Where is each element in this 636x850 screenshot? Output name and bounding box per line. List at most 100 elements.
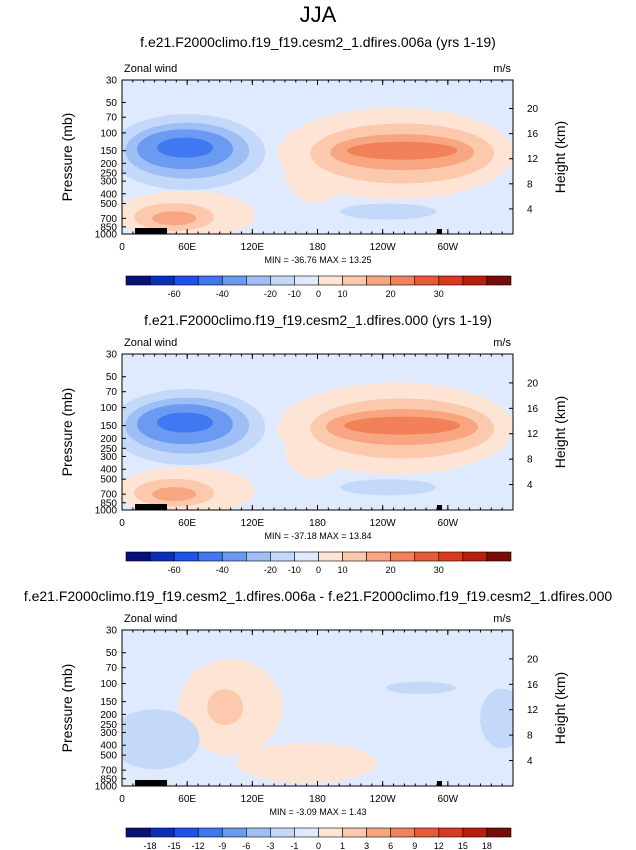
x-tick-label: 120E — [241, 242, 265, 253]
colorbar-label: 3 — [364, 841, 369, 850]
x-tick-label: 120W — [370, 242, 397, 253]
y-tick-label: 150 — [100, 421, 117, 432]
y-tick-label: 400 — [100, 465, 117, 476]
colorbar-label: -40 — [216, 289, 229, 299]
colorbar-box — [318, 275, 343, 286]
colorbar-box — [294, 551, 319, 562]
colorbar-label: 0 — [316, 841, 321, 850]
y-tick-label: 150 — [100, 697, 117, 708]
x-tick-label: 180 — [309, 518, 326, 529]
y2-tick-label: 20 — [527, 104, 539, 115]
y2-axis-title: Height (km) — [552, 121, 568, 193]
contour-field — [122, 630, 513, 786]
colorbar-box — [462, 275, 488, 286]
colorbar-label: 10 — [338, 565, 348, 575]
x-tick-label: 0 — [119, 794, 125, 805]
colorbar-label: -12 — [192, 841, 205, 850]
colorbar-box — [173, 827, 199, 838]
colorbar-label: -15 — [168, 841, 181, 850]
y-axis-title: Pressure (mb) — [59, 113, 75, 202]
y-tick-label: 100 — [100, 679, 117, 690]
colorbar-box — [173, 275, 199, 286]
y-tick-label: 700 — [100, 490, 117, 501]
y-tick-label: 200 — [100, 434, 117, 445]
y2-tick-label: 8 — [527, 455, 533, 466]
y-tick-label: 30 — [106, 350, 118, 361]
y-tick-label: 1000 — [95, 782, 118, 793]
diff-neg-1 — [480, 688, 513, 749]
colorbar-box — [197, 551, 223, 562]
variable-label: Zonal wind — [124, 613, 177, 625]
colorbar-label: -1 — [290, 841, 298, 850]
colorbar-box — [390, 275, 416, 286]
colorbar-box — [414, 275, 440, 286]
x-tick-label: 120E — [241, 518, 265, 529]
topography — [135, 228, 168, 234]
topography — [436, 781, 442, 786]
y-tick-label: 30 — [106, 76, 118, 87]
colorbar-box — [438, 551, 464, 562]
colorbar-box — [270, 827, 295, 838]
colorbar-box — [149, 827, 175, 838]
units-label: m/s — [493, 613, 511, 625]
panel-3: Zonal wind m/s305070100150200250300400500… — [59, 613, 568, 850]
y-tick-label: 850 — [100, 222, 117, 233]
colorbar-label: -20 — [264, 289, 277, 299]
colorbar-box — [246, 551, 271, 562]
diff-neg-0 — [122, 709, 200, 770]
colorbar-box — [390, 827, 416, 838]
contour-west-3 — [347, 141, 458, 160]
colorbar-label: -40 — [216, 565, 229, 575]
colorbar-label: -18 — [144, 841, 157, 850]
y-axis-title: Pressure (mb) — [59, 388, 75, 477]
y-tick-label: 100 — [100, 403, 117, 414]
y2-tick-label: 16 — [527, 129, 539, 140]
colorbar-box — [486, 551, 512, 562]
contour-low-2 — [152, 211, 197, 226]
colorbar-label: -10 — [288, 565, 301, 575]
topography — [436, 505, 442, 510]
colorbar-label: -9 — [218, 841, 226, 850]
colorbar-label: -6 — [242, 841, 250, 850]
colorbar-label: 30 — [434, 565, 444, 575]
colorbar-label: 0 — [316, 565, 321, 575]
topography — [135, 780, 168, 786]
colorbar-box — [294, 275, 319, 286]
y2-tick-label: 8 — [527, 731, 533, 742]
colorbar-label: 12 — [434, 841, 444, 850]
x-tick-label: 60W — [438, 518, 459, 529]
y-tick-label: 300 — [100, 177, 117, 188]
contour-field — [122, 80, 513, 234]
colorbar-box — [318, 551, 343, 562]
y2-axis-title: Height (km) — [552, 672, 568, 744]
y-tick-label: 50 — [106, 98, 118, 109]
colorbar-label: 9 — [412, 841, 417, 850]
contour-low-2 — [152, 487, 197, 502]
colorbar-box — [221, 551, 247, 562]
colorbar-label: -60 — [168, 289, 181, 299]
contour-east-3 — [156, 412, 213, 433]
y-tick-label: 1000 — [95, 506, 118, 517]
min-max-label: MIN = -36.76 MAX = 13.25 — [264, 255, 371, 265]
y2-tick-label: 20 — [527, 654, 539, 665]
x-tick-label: 120W — [370, 518, 397, 529]
colorbar-box — [366, 275, 391, 286]
x-tick-label: 0 — [119, 518, 125, 529]
y-tick-label: 100 — [100, 128, 117, 139]
y-tick-label: 300 — [100, 728, 117, 739]
colorbar-box — [125, 275, 151, 286]
colorbar-box — [149, 551, 175, 562]
colorbar-box — [438, 827, 464, 838]
diff-pos-2 — [236, 743, 377, 784]
y-tick-label: 50 — [106, 648, 118, 659]
colorbar-label: -3 — [266, 841, 274, 850]
y-tick-label: 70 — [106, 387, 118, 398]
y-tick-label: 500 — [100, 751, 117, 762]
colorbar-label: -20 — [264, 565, 277, 575]
units-label: m/s — [493, 63, 511, 75]
y-tick-label: 850 — [100, 774, 117, 785]
colorbar-label: -60 — [168, 565, 181, 575]
y-tick-label: 150 — [100, 146, 117, 157]
y-tick-label: 700 — [100, 766, 117, 777]
